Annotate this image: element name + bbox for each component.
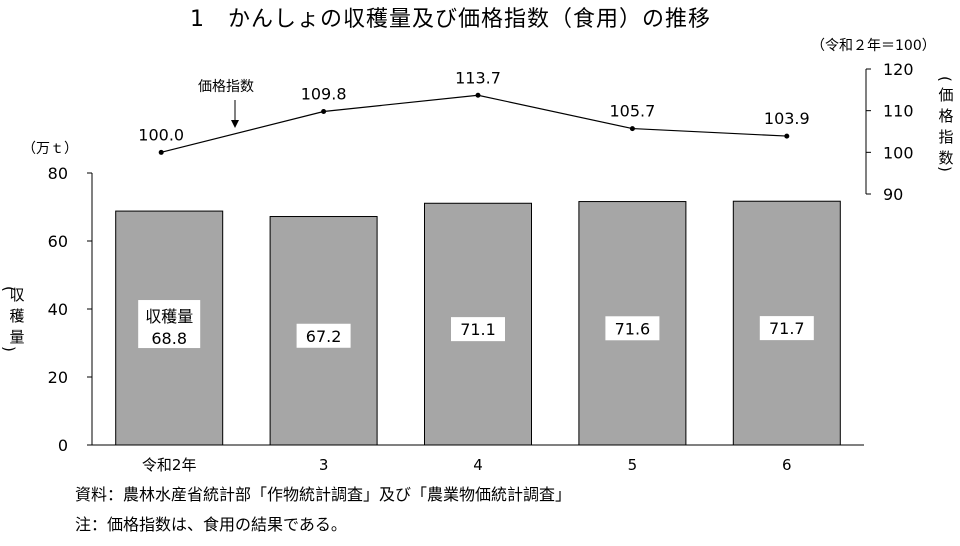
category-labels: 令和2年 3 4 5 6	[142, 456, 792, 474]
right-axis-char: 数	[938, 149, 953, 167]
left-tick-label: 20	[48, 368, 68, 387]
x-tick-label: 3	[319, 456, 329, 474]
right-axis: 90 100 110 120	[865, 60, 914, 204]
line-value-label: 113.7	[455, 68, 501, 87]
line-value-label: 103.9	[764, 109, 810, 128]
bar-label-box	[451, 317, 505, 342]
line-value-label: 105.7	[609, 102, 655, 121]
left-tick-label: 60	[48, 232, 68, 251]
bar-series-name: 収穫量	[145, 307, 193, 326]
left-axis-char: 穫	[9, 307, 24, 325]
right-tick-label: 90	[883, 185, 903, 204]
left-axis-label: ( 収 穫 量 )	[0, 286, 25, 352]
bar-label-box	[759, 316, 814, 341]
right-axis-char: 格	[938, 107, 953, 125]
price-index-line	[161, 94, 787, 153]
x-tick-label: 5	[628, 456, 638, 474]
right-axis-note: （令和２年＝100）	[811, 38, 936, 54]
left-tick-label: 80	[48, 164, 68, 183]
line-series: 100.0 109.8 113.7 105.7 103.9	[138, 68, 810, 155]
line-value-label: 109.8	[301, 85, 347, 104]
left-axis-unit: （万ｔ）	[22, 141, 78, 157]
line-annotation: 価格指数	[198, 79, 254, 95]
left-axis-paren-open: (	[0, 286, 18, 292]
bar-value-label: 71.7	[769, 319, 805, 338]
line-point	[475, 92, 481, 98]
x-tick-label: 6	[782, 456, 792, 474]
left-axis-char: 量	[9, 328, 24, 346]
x-tick-label: 4	[473, 456, 483, 474]
bar-label-box	[605, 316, 660, 341]
chart-title: 1 かんしょの収穫量及び価格指数（食用）の推移	[190, 7, 711, 32]
bar-value-label: 71.6	[615, 319, 651, 338]
right-axis-paren-open: (	[936, 76, 954, 82]
right-tick-label: 120	[883, 60, 914, 79]
left-tick-label: 0	[58, 436, 68, 455]
annotation-arrow-head	[231, 120, 239, 128]
bar-label-box	[138, 300, 201, 349]
bar-value-label: 67.2	[306, 327, 342, 346]
bar-value-label: 71.1	[460, 320, 496, 339]
line-point	[158, 149, 164, 155]
line-point	[321, 109, 327, 114]
right-axis-char: 指	[938, 128, 953, 146]
left-tick-label: 40	[48, 300, 68, 319]
source-note: 資料：農林水産省統計部「作物統計調査」及び「農業物価統計調査」	[75, 485, 571, 504]
x-tick-label: 令和2年	[142, 456, 197, 474]
line-value-label: 100.0	[138, 125, 184, 144]
right-axis-char: 価	[938, 86, 953, 104]
right-tick-label: 110	[883, 102, 914, 121]
line-point	[629, 126, 635, 132]
bar-label-box	[296, 323, 351, 348]
left-axis-char: 収	[9, 286, 24, 304]
right-axis-paren-close: )	[936, 166, 954, 172]
bar-value-label: 68.8	[151, 329, 187, 348]
right-tick-label: 100	[883, 143, 914, 162]
bar-series: 収穫量 68.8 67.2 71.1 71.6 71.7	[115, 200, 841, 446]
footnote: 注：価格指数は、食用の結果である。	[75, 515, 347, 534]
right-axis-label: ( 価 格 指 数 )	[936, 76, 954, 172]
left-axis-paren-close: )	[0, 346, 18, 352]
line-point	[784, 133, 790, 139]
